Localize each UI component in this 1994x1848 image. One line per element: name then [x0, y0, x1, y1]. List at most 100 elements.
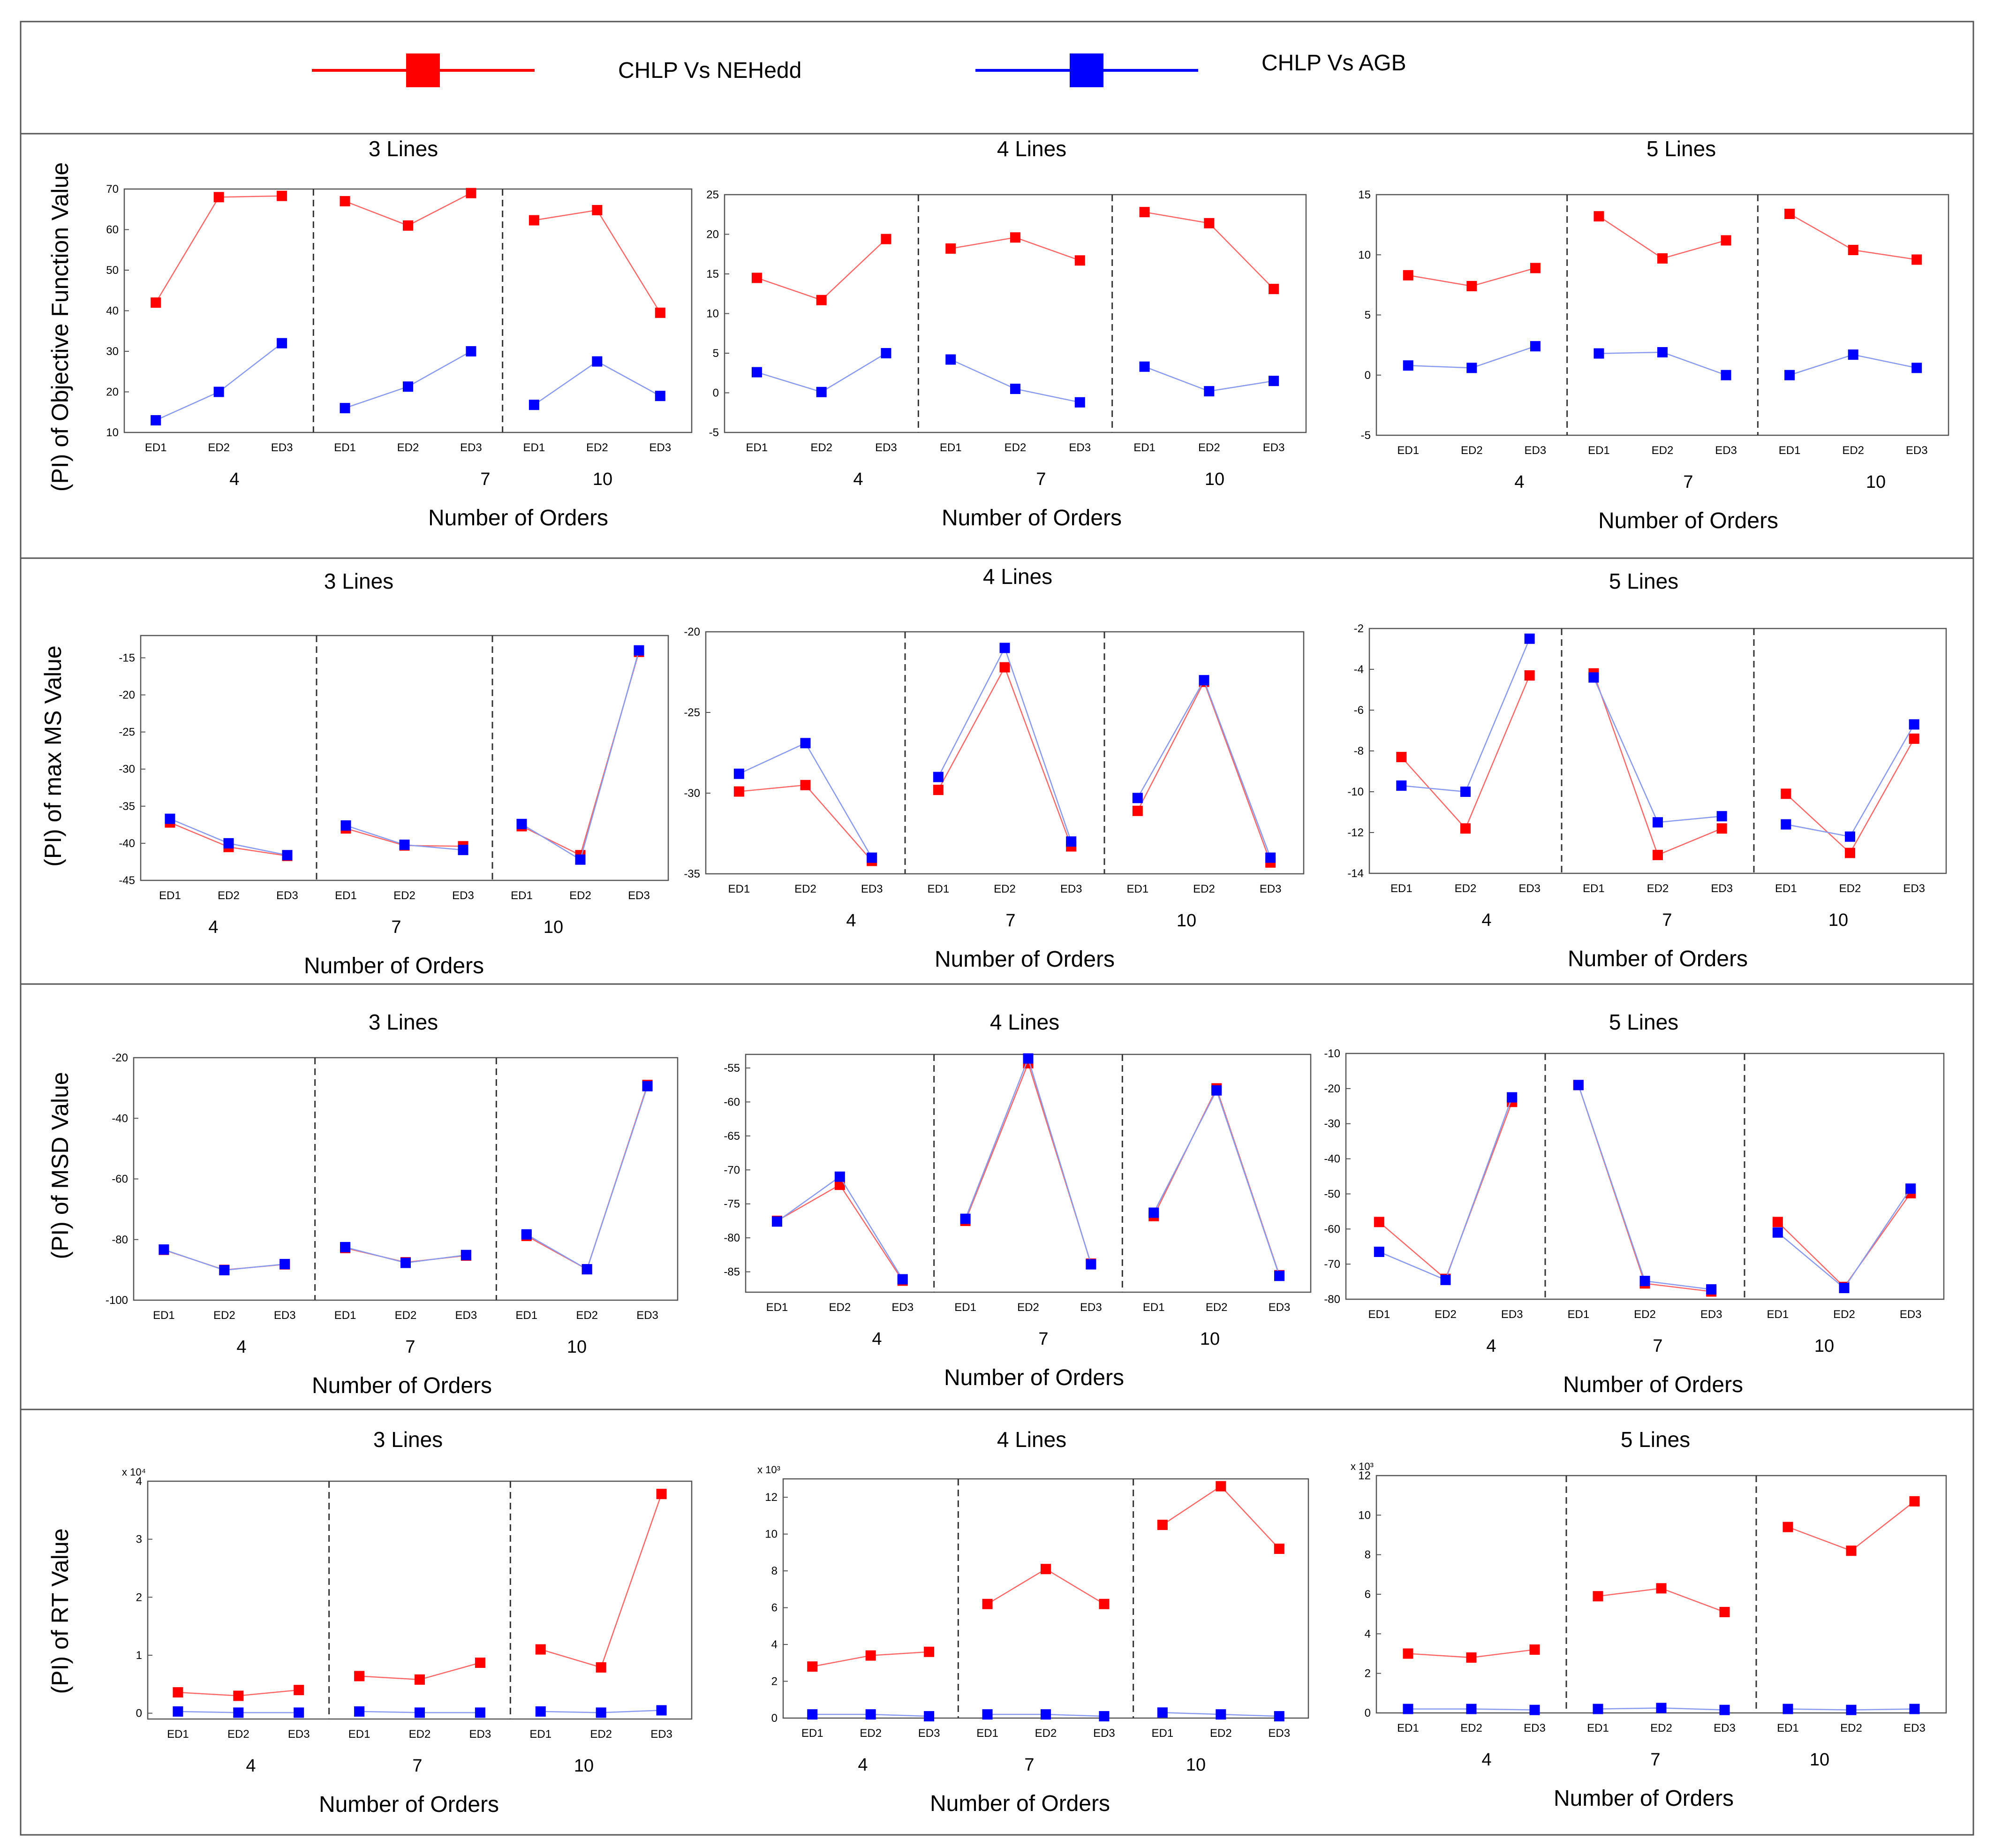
- x-tick-label: ED3: [455, 1309, 477, 1322]
- x-tick-label: ED1: [515, 1309, 537, 1322]
- y-tick-label: 0: [713, 387, 719, 400]
- x-tick-label: ED1: [145, 441, 167, 454]
- data-point: [1403, 1704, 1413, 1714]
- series-line: [1153, 1089, 1280, 1276]
- y-tick-label: 15: [706, 268, 719, 280]
- x-axis-title: Number of Orders: [1554, 1786, 1734, 1811]
- data-point: [1507, 1092, 1518, 1103]
- x-group-label: 10: [1810, 1750, 1829, 1770]
- plot-area: [1375, 194, 1949, 436]
- x-tick-label: ED1: [523, 441, 545, 454]
- y-tick-label: 12: [1358, 1469, 1371, 1482]
- y-tick-label: -5: [709, 426, 719, 439]
- series-line: [534, 209, 661, 313]
- series-agb: [165, 645, 644, 865]
- data-point: [1845, 848, 1855, 858]
- y-tick-label: -10: [1347, 786, 1364, 798]
- series-line: [756, 352, 887, 393]
- x-tick-label: ED3: [1711, 882, 1733, 895]
- data-point: [277, 190, 287, 201]
- data-point: [521, 1229, 532, 1240]
- series-line: [1578, 1084, 1712, 1292]
- legend-item-nehedd: CHLP Vs NEHedd: [312, 53, 801, 87]
- x-axis-title: Number of Orders: [319, 1792, 499, 1817]
- series-line: [756, 238, 887, 301]
- y-tick-label: 2: [1365, 1667, 1371, 1680]
- x-tick-label: ED1: [1588, 444, 1610, 457]
- data-point: [1909, 719, 1919, 730]
- y-tick-label: 4: [136, 1475, 142, 1488]
- x-tick-label: ED1: [1368, 1308, 1390, 1321]
- series-line: [1379, 1101, 1513, 1280]
- data-point: [1530, 263, 1541, 273]
- data-point: [1396, 780, 1407, 791]
- x-tick-label: ED3: [1260, 883, 1282, 895]
- x-tick-label: ED2: [1461, 444, 1483, 457]
- data-point: [1653, 849, 1663, 860]
- x-tick-label: ED2: [1839, 882, 1861, 895]
- y-tick-label: 10: [106, 426, 119, 439]
- y-tick-label: -80: [1324, 1293, 1340, 1306]
- series-line: [1137, 679, 1271, 858]
- x-tick-label: ED2: [1634, 1308, 1656, 1321]
- series-line: [1162, 1485, 1280, 1549]
- x-tick-label: ED3: [875, 441, 897, 454]
- x-tick-label: ED1: [801, 1727, 823, 1740]
- x-tick-label: ED1: [334, 441, 356, 454]
- y-tick-label: 40: [106, 305, 119, 318]
- data-point: [1403, 360, 1413, 371]
- data-point: [1216, 1481, 1226, 1492]
- y-tick-label: 10: [1358, 1509, 1371, 1522]
- x-group-label: 10: [1866, 472, 1886, 492]
- y-tick-label: -2: [1354, 622, 1364, 635]
- series-line: [345, 350, 472, 409]
- y-tick-label: -35: [684, 868, 700, 880]
- data-point: [516, 818, 527, 829]
- legend-label-agb: CHLP Vs AGB: [1261, 51, 1406, 76]
- series-agb: [1374, 1080, 1916, 1295]
- x-group-label: 7: [1038, 1329, 1048, 1349]
- y-tick-label: -30: [1324, 1118, 1340, 1130]
- series-nehedd: [751, 207, 1279, 305]
- panel-title: 5 Lines: [1621, 1427, 1690, 1452]
- x-tick-label: ED3: [1269, 1301, 1291, 1314]
- y-tick-label: -80: [724, 1232, 740, 1244]
- data-point: [279, 1259, 290, 1270]
- x-tick-label: ED1: [976, 1727, 998, 1740]
- x-tick-label: ED2: [397, 441, 419, 454]
- data-point: [867, 852, 877, 863]
- y-tick-label: 5: [1365, 309, 1371, 322]
- x-tick-label: ED2: [208, 441, 230, 454]
- series-nehedd: [1396, 668, 1919, 860]
- chart-panel: 4 Lines -85 -80 -75 -70 -65 -60 -55 ED1 ED2 ED3 ED1…: [724, 1010, 1312, 1390]
- x-tick-label: ED3: [649, 441, 671, 454]
- panel-title: 5 Lines: [1609, 1010, 1678, 1034]
- x-tick-label: ED1: [1390, 882, 1412, 895]
- data-point: [1074, 255, 1085, 266]
- y-tick-label: -50: [1324, 1188, 1340, 1200]
- series-line: [965, 1056, 1092, 1265]
- data-point: [1204, 386, 1215, 397]
- x-tick-label: ED2: [586, 441, 608, 454]
- x-tick-label: ED3: [918, 1727, 940, 1740]
- data-point: [1716, 823, 1727, 834]
- x-tick-label: ED2: [860, 1727, 882, 1740]
- data-point: [1086, 1259, 1096, 1270]
- y-tick-label: 6: [771, 1602, 778, 1614]
- data-point: [1721, 235, 1731, 246]
- series-agb: [151, 338, 665, 426]
- data-point: [1639, 1276, 1650, 1287]
- data-point: [1657, 347, 1668, 358]
- data-point: [403, 381, 413, 392]
- data-point: [881, 348, 891, 358]
- x-tick-label: ED1: [511, 889, 533, 902]
- data-point: [354, 1706, 365, 1717]
- series-line: [521, 651, 640, 856]
- data-point: [151, 297, 161, 308]
- x-group-label: 7: [1036, 470, 1046, 489]
- x-tick-label: ED2: [1035, 1727, 1057, 1740]
- data-point: [999, 643, 1010, 653]
- y-tick-label: -8: [1354, 745, 1364, 757]
- data-point: [1216, 1709, 1226, 1720]
- x-tick-label: ED2: [994, 883, 1016, 895]
